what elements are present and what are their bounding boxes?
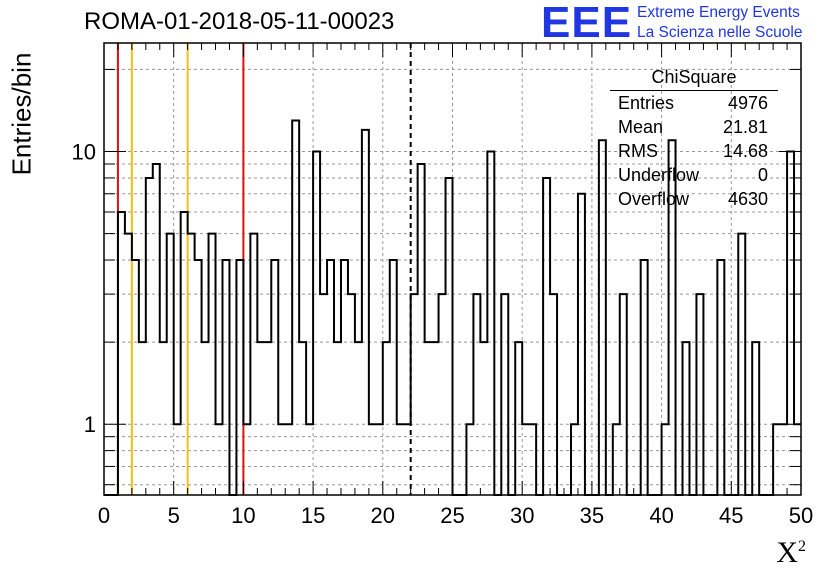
stats-row-mean: Mean 21.81 — [618, 117, 768, 141]
y-tick-label: 1 — [84, 412, 96, 437]
stats-value: 4976 — [727, 93, 768, 113]
stats-value: 21.81 — [722, 117, 768, 137]
x-tick-label: 25 — [440, 503, 464, 528]
stats-label: Mean — [618, 117, 664, 137]
stats-row-overflow: Overflow 4630 — [618, 189, 768, 213]
stats-row-entries: Entries 4976 — [618, 93, 768, 117]
logo-line-2: La Scienza nelle Scuole — [637, 24, 803, 41]
stats-box: ChiSquare Entries 4976 Mean 21.81 RMS 14… — [610, 66, 778, 214]
logo-line-1: Extreme Energy Events — [637, 4, 800, 21]
x-tick-label: 10 — [231, 503, 255, 528]
axis-ticks — [103, 43, 802, 495]
x-tick-label: 30 — [510, 503, 534, 528]
x-axis-label-superscript: 2 — [798, 538, 806, 555]
tick-labels: 0 5 10 15 20 25 30 35 40 45 50 1 10 — [72, 140, 814, 528]
y-axis-label: Entries/bin — [2, 44, 42, 184]
y-tick-label: 10 — [72, 140, 96, 165]
eee-logo-mark: EEE — [541, 0, 633, 47]
stats-row-underflow: Underflow 0 — [618, 165, 768, 189]
x-axis-label: X2 — [776, 536, 806, 570]
stats-divider — [610, 90, 778, 91]
stats-label: Entries — [618, 93, 675, 113]
stats-value: 14.68 — [722, 141, 768, 161]
x-tick-label: 20 — [371, 503, 395, 528]
chart-title: ROMA-01-2018-05-11-00023 — [84, 8, 395, 35]
stats-row-rms: RMS 14.68 — [618, 141, 768, 165]
stats-label: RMS — [618, 141, 658, 161]
y-axis-label-text: Entries/bin — [6, 52, 37, 176]
x-tick-label: 35 — [580, 503, 604, 528]
x-tick-label: 40 — [649, 503, 673, 528]
reference-lines — [116, 43, 412, 495]
stats-value: 0 — [757, 165, 768, 185]
x-tick-label: 5 — [168, 503, 180, 528]
x-tick-label: 45 — [719, 503, 743, 528]
stats-label: Overflow — [618, 189, 690, 209]
x-tick-label: 0 — [98, 503, 110, 528]
x-tick-label: 15 — [301, 503, 325, 528]
stats-title: ChiSquare — [651, 67, 737, 87]
x-tick-label: 50 — [789, 503, 813, 528]
stats-label: Underflow — [618, 165, 700, 185]
x-axis-label-text: X — [776, 536, 798, 569]
stats-value: 4630 — [727, 189, 768, 209]
